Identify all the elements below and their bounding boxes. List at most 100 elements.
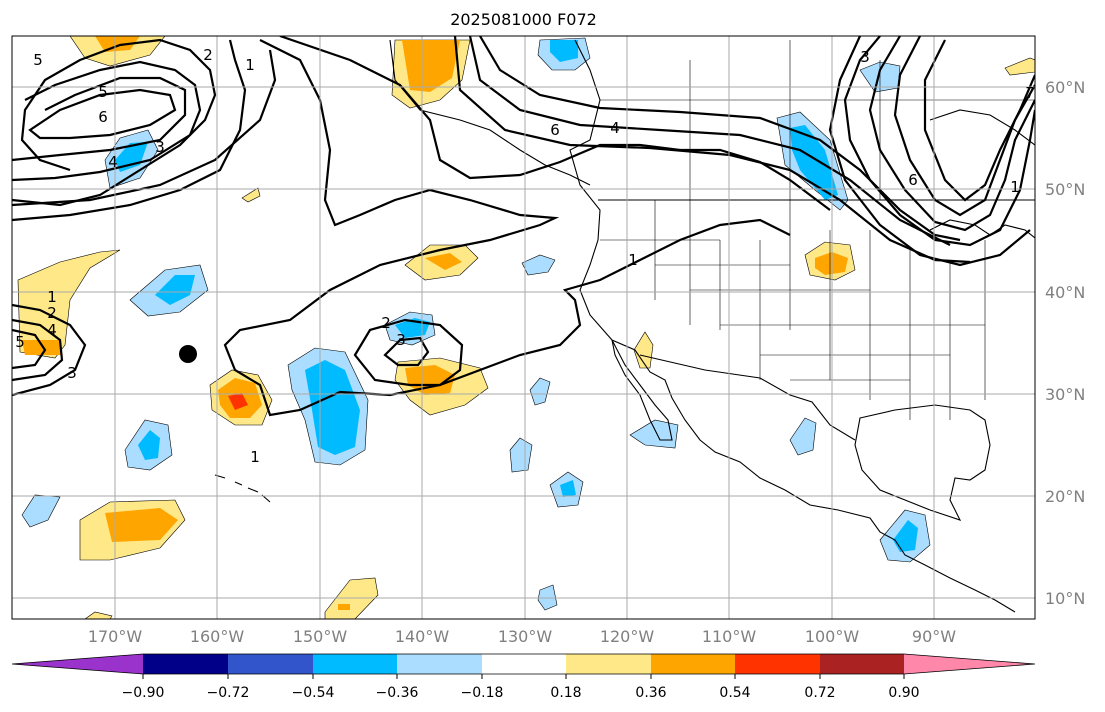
- lon-label: 120°W: [600, 627, 655, 646]
- contour-line: [923, 39, 1035, 202]
- contour-line: [868, 36, 1035, 232]
- anomaly-positive: [405, 365, 455, 395]
- colorbar-segment: [12, 654, 143, 674]
- lon-label: 90°W: [912, 627, 956, 646]
- state-borders: [600, 40, 1035, 420]
- colorbar-segment: [482, 654, 566, 674]
- anomaly-negative: [560, 480, 576, 497]
- anomaly-positive: [241, 187, 261, 203]
- anomaly-negative: [115, 142, 148, 172]
- colorbar-tick-label: −0.54: [292, 685, 335, 701]
- graticule: [12, 36, 1035, 619]
- contour-label: 2: [381, 314, 391, 332]
- colorbar-tick-label: 0.90: [888, 685, 919, 701]
- colorbar: [11, 653, 1036, 679]
- contour-line: [453, 36, 971, 264]
- anomaly-negative: [305, 360, 360, 455]
- contour-label: 6: [550, 121, 560, 139]
- colorbar-tick-label: −0.72: [207, 685, 250, 701]
- contour-label: 5: [33, 51, 43, 69]
- contour-line: [28, 88, 177, 140]
- contour-label: 1: [245, 56, 255, 74]
- map-frame: [11, 35, 1036, 620]
- anomaly-positive: [95, 36, 140, 52]
- anomaly-positive: [84, 611, 113, 619]
- colorbar-tick-label: 0.72: [804, 685, 835, 701]
- colorbar-tick-label: 0.18: [550, 685, 581, 701]
- colorbar-segment: [735, 654, 820, 674]
- contour-line: [383, 336, 430, 367]
- hawaii: [214, 474, 271, 503]
- anomaly-negative: [529, 377, 551, 406]
- contour-line: [279, 36, 831, 211]
- contour-label: 6: [98, 108, 108, 126]
- anomaly-positive: [228, 393, 248, 410]
- contour-label: 3: [396, 331, 406, 349]
- lon-label: 130°W: [498, 627, 553, 646]
- contour-line: [353, 318, 464, 387]
- anomaly-positive: [402, 40, 460, 92]
- colorbar-segment: [397, 654, 482, 674]
- contour-line: [893, 36, 1035, 217]
- map-area: 5 6 4 3 2 1 1 5 6 4 1 6 3 7 1 2 4 5 3 2 …: [12, 36, 1035, 619]
- anomaly-negative: [893, 520, 918, 552]
- anomaly-positive: [22, 340, 62, 355]
- colorbar-segment: [904, 654, 1035, 674]
- colorbar-segment: [143, 654, 228, 674]
- lat-label: 50°N: [1045, 180, 1085, 199]
- contour-line: [12, 328, 47, 370]
- contours: [12, 36, 1035, 417]
- colorbar-tick-label: 0.36: [635, 685, 666, 701]
- location-marker: [179, 345, 197, 363]
- great-lakes: [929, 219, 1035, 239]
- map-title: 2025081000 F072: [450, 10, 597, 29]
- lon-label: 150°W: [293, 627, 348, 646]
- colorbar-segment: [651, 654, 735, 674]
- contour-label: 5: [15, 333, 25, 351]
- longitude-labels: 170°W 160°W 150°W 140°W 130°W 120°W 110°…: [88, 627, 956, 646]
- contour-line: [12, 49, 277, 207]
- contour-label: 1: [1010, 178, 1020, 196]
- anomaly-positive: [338, 604, 350, 610]
- anomaly-negative: [138, 430, 160, 460]
- contour-label: 4: [610, 119, 620, 137]
- contour-label: 3: [155, 138, 165, 156]
- anomaly-positive: [105, 508, 178, 542]
- contour-label: 1: [250, 448, 260, 466]
- lat-label: 30°N: [1045, 385, 1085, 404]
- anomaly-positive: [633, 331, 654, 369]
- contour-line: [12, 39, 247, 222]
- anomaly-negative: [509, 437, 533, 473]
- anomaly-negative: [790, 125, 838, 200]
- contour-label: 4: [108, 153, 118, 171]
- anomaly-positive: [425, 253, 462, 270]
- contour-line: [223, 39, 791, 417]
- contour-labels: 5 6 4 3 2 1 1 5 6 4 1 6 3 7 1 2 4 5 3 2 …: [15, 46, 1035, 466]
- contour-label: 7: [1025, 84, 1035, 102]
- gulf-of-mexico: [854, 404, 991, 521]
- hudson-bay: [929, 109, 1035, 146]
- contour-label: 3: [860, 48, 870, 66]
- lat-label: 60°N: [1045, 78, 1085, 97]
- colorbar-segment: [228, 654, 313, 674]
- contour-label: 5: [98, 83, 108, 101]
- anomaly-negative: [521, 254, 556, 276]
- baja-california: [611, 339, 673, 441]
- colorbar-tick-label: −0.90: [122, 685, 165, 701]
- contour-label: 1: [47, 288, 57, 306]
- contour-label: 2: [47, 304, 57, 322]
- lon-label: 170°W: [88, 627, 143, 646]
- colorbar-segment: [566, 654, 651, 674]
- contour-line: [843, 36, 1035, 247]
- shaded-anomalies: [17, 36, 1035, 619]
- contour-line: [12, 303, 87, 397]
- lon-label: 160°W: [190, 627, 245, 646]
- contour-label: 6: [908, 171, 918, 189]
- lat-label: 20°N: [1045, 487, 1085, 506]
- contour-label: 2: [203, 46, 213, 64]
- north-america-coast: [569, 39, 1016, 613]
- colorbar-segment: [313, 654, 397, 674]
- mexico-border: [639, 354, 856, 441]
- colorbar-tick-label: −0.18: [461, 685, 504, 701]
- colorbar-tick-label: −0.36: [376, 685, 419, 701]
